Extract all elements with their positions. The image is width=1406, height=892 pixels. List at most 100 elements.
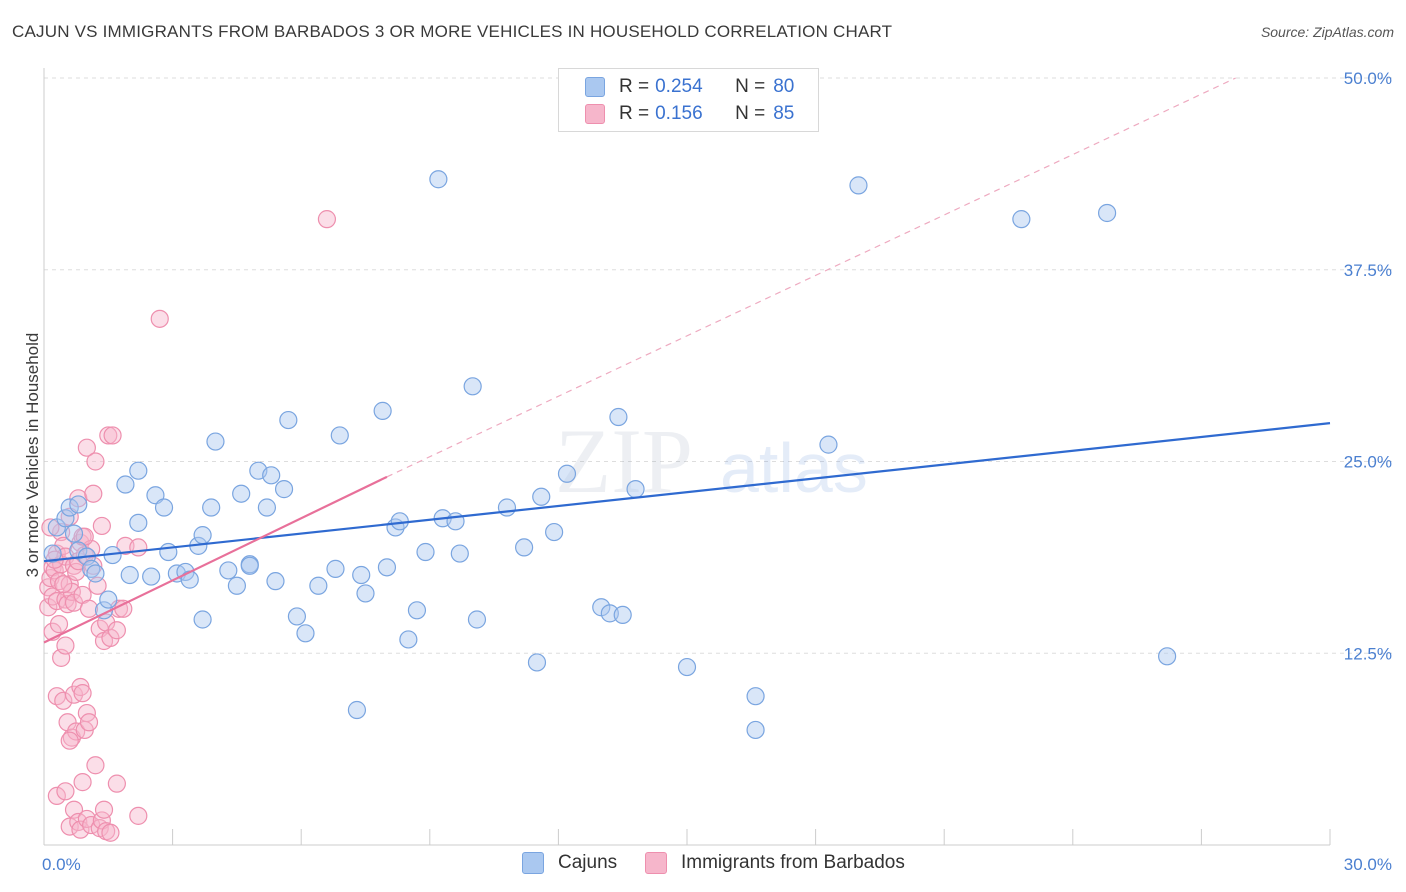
cajuns-point	[56, 509, 75, 528]
cajuns-point	[240, 556, 259, 575]
cajuns-point	[613, 605, 632, 625]
cajuns-point	[129, 461, 148, 480]
bottom-legend-barbados: Immigrants from Barbados	[645, 852, 905, 874]
cajuns-point	[497, 498, 517, 517]
tick-labels: 12.5% 25.0% 37.5% 50.0% 0.0% 30.0%	[42, 69, 1392, 874]
bottom-legend-label-barbados: Immigrants from Barbados	[681, 852, 905, 873]
cajuns-point	[296, 624, 315, 643]
y-tick-label: 25.0%	[1344, 453, 1392, 472]
trend-lines	[43, 77, 1331, 644]
bottom-legend-swatch-cajuns	[522, 852, 544, 874]
cajuns-point	[69, 495, 88, 514]
cajuns-point	[154, 498, 174, 517]
cajuns-point	[429, 170, 448, 189]
cajuns-point	[377, 558, 397, 577]
barbados-point	[92, 811, 111, 830]
legend-n-label: N =	[735, 103, 766, 124]
legend-r-value: 0.156	[655, 103, 703, 124]
barbados-point	[79, 599, 99, 618]
cajuns-point	[99, 590, 118, 609]
legend-r-label: R =	[619, 103, 650, 124]
bottom-legend: Cajuns Immigrants from Barbados	[0, 852, 1406, 878]
bottom-legend-swatch-barbados	[645, 852, 667, 874]
legend-r-label: R =	[619, 76, 650, 97]
cajuns-point	[330, 426, 349, 445]
barbados-point	[77, 438, 96, 457]
cajuns-point	[356, 584, 375, 603]
legend-n-value: 80	[773, 76, 795, 97]
barbados-point	[317, 210, 337, 229]
legend: R = 0.254 N = 80 R = 0.156 N = 85	[558, 68, 819, 132]
cajuns-point	[819, 435, 838, 454]
barbados-point	[92, 516, 111, 536]
grid-layer	[44, 77, 1392, 654]
legend-r-value: 0.254	[655, 76, 703, 97]
cajuns-point	[407, 601, 427, 620]
bottom-legend-label-cajuns: Cajuns	[558, 852, 618, 873]
barbados-point	[60, 817, 79, 836]
cajuns-point	[467, 610, 487, 629]
cajuns-point	[129, 513, 148, 532]
cajuns-point	[677, 657, 697, 677]
barbados-point	[54, 575, 73, 594]
legend-n-value: 85	[773, 103, 795, 124]
barbados-point	[114, 599, 133, 618]
chart-source: Source: ZipAtlas.com	[1260, 24, 1394, 40]
barbados-point	[86, 452, 105, 471]
cajuns-point	[626, 480, 645, 499]
cajuns-point	[116, 475, 135, 494]
legend-row-cajuns: R = 0.254 N = 80	[585, 74, 794, 100]
cajuns-point	[202, 498, 221, 517]
cajuns-point	[232, 484, 251, 503]
bottom-legend-cajuns: Cajuns	[522, 852, 617, 874]
cajuns-point	[1158, 647, 1177, 666]
cajuns-point	[557, 464, 577, 483]
cajuns-point	[347, 700, 367, 720]
cajuns-point	[120, 565, 139, 585]
cajuns-point	[193, 526, 212, 545]
cajuns-point	[1012, 210, 1031, 229]
barbados-point	[73, 684, 92, 703]
barbados-trend-line	[43, 475, 388, 644]
watermark-zip: ZIP	[555, 410, 693, 512]
cajuns-point	[352, 565, 371, 585]
barbados-point	[129, 538, 148, 557]
cajuns-point	[193, 610, 212, 629]
cajuns-point	[532, 487, 551, 506]
cajuns-point	[180, 570, 199, 589]
barbados-point	[101, 823, 120, 842]
barbados-point	[67, 562, 86, 582]
cajuns-point	[746, 720, 765, 740]
x-tick-label: 0.0%	[42, 855, 81, 874]
cajuns-point	[287, 607, 307, 626]
cajuns-point	[373, 401, 392, 420]
legend-row-barbados: R = 0.156 N = 85	[585, 101, 794, 127]
cajuns-point	[142, 567, 161, 586]
cajuns-point	[515, 538, 534, 557]
cajuns-point	[146, 486, 165, 505]
cajuns-point	[279, 410, 298, 430]
barbados-point	[107, 774, 126, 793]
cajuns-point	[463, 377, 482, 396]
legend-n-label: N =	[735, 76, 766, 97]
y-tick-label: 37.5%	[1344, 261, 1392, 280]
series-cajuns-points	[43, 170, 1177, 740]
axes-layer	[43, 68, 1331, 846]
cajuns-point	[257, 498, 277, 517]
barbados-point	[60, 731, 79, 750]
legend-swatch-barbados	[585, 104, 605, 124]
cajuns-point	[219, 561, 238, 580]
barbados-point	[129, 806, 148, 825]
barbados-point	[107, 621, 126, 640]
watermark-atlas: atlas	[720, 429, 868, 507]
barbados-point	[54, 691, 73, 710]
barbados-point	[56, 782, 75, 801]
cajuns-point	[527, 653, 547, 672]
barbados-point	[99, 426, 118, 445]
cajuns-point	[159, 542, 178, 562]
barbados-point	[150, 309, 169, 328]
cajuns-point	[609, 407, 628, 427]
barbados-point	[47, 786, 66, 806]
cajuns-point	[746, 687, 765, 706]
